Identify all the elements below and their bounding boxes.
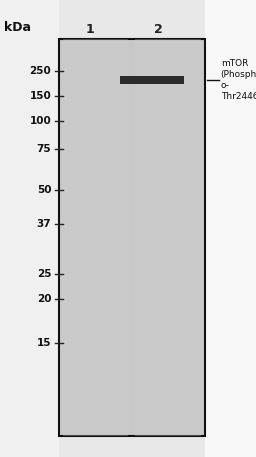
Text: 1: 1 <box>85 23 94 36</box>
Text: 2: 2 <box>154 23 163 36</box>
Text: 37: 37 <box>37 219 51 229</box>
Text: 20: 20 <box>37 294 51 304</box>
Bar <box>135 39 201 436</box>
Text: 25: 25 <box>37 269 51 279</box>
Bar <box>205 0 256 457</box>
Bar <box>0 0 59 457</box>
Bar <box>120 76 184 84</box>
Text: 50: 50 <box>37 185 51 195</box>
Text: 150: 150 <box>29 91 51 101</box>
Bar <box>62 39 128 436</box>
Text: 75: 75 <box>37 143 51 154</box>
Bar <box>59 39 205 436</box>
Text: mTOR
(Phosph
o-
Thr2446): mTOR (Phosph o- Thr2446) <box>221 59 256 101</box>
Text: 15: 15 <box>37 338 51 348</box>
Text: 250: 250 <box>29 66 51 76</box>
Bar <box>59 0 205 39</box>
Text: 100: 100 <box>29 116 51 126</box>
Text: kDa: kDa <box>4 21 31 34</box>
